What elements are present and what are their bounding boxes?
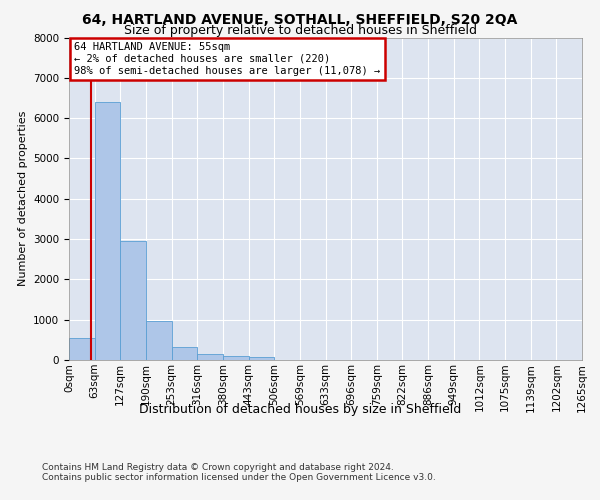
- Text: 64, HARTLAND AVENUE, SOTHALL, SHEFFIELD, S20 2QA: 64, HARTLAND AVENUE, SOTHALL, SHEFFIELD,…: [82, 12, 518, 26]
- Bar: [223, 356, 248, 360]
- Bar: [146, 320, 172, 360]
- Bar: [121, 241, 146, 360]
- Bar: [172, 346, 197, 360]
- Text: Contains public sector information licensed under the Open Government Licence v3: Contains public sector information licen…: [42, 472, 436, 482]
- Y-axis label: Number of detached properties: Number of detached properties: [17, 111, 28, 286]
- Text: Distribution of detached houses by size in Sheffield: Distribution of detached houses by size …: [139, 402, 461, 415]
- Bar: [197, 354, 223, 360]
- Bar: [95, 102, 121, 360]
- Text: Size of property relative to detached houses in Sheffield: Size of property relative to detached ho…: [124, 24, 476, 37]
- Text: 64 HARTLAND AVENUE: 55sqm
← 2% of detached houses are smaller (220)
98% of semi-: 64 HARTLAND AVENUE: 55sqm ← 2% of detach…: [74, 42, 380, 76]
- Bar: [69, 338, 95, 360]
- Text: Contains HM Land Registry data © Crown copyright and database right 2024.: Contains HM Land Registry data © Crown c…: [42, 462, 394, 471]
- Bar: [248, 358, 274, 360]
